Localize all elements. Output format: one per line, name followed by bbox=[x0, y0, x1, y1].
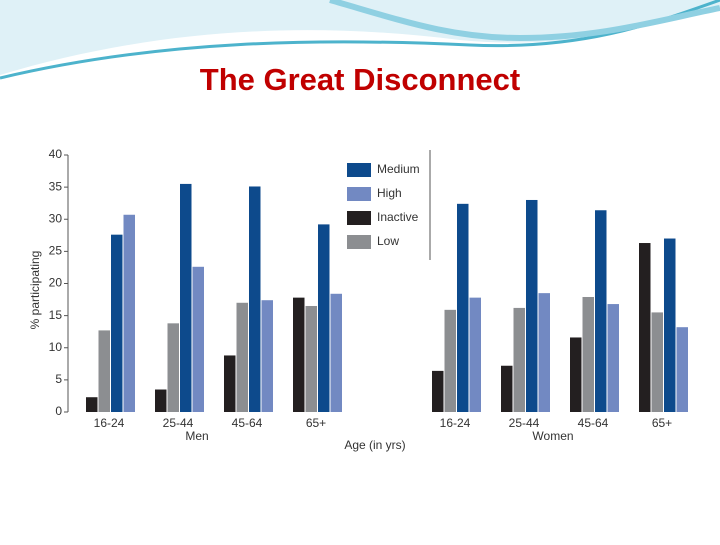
bar bbox=[432, 370, 444, 412]
wave-line bbox=[329, 0, 720, 42]
x-tick-label: 65+ bbox=[652, 416, 672, 430]
chart: 0 5 10 15 20 25 30 35 40 % participating Age (in y… bbox=[28, 147, 688, 452]
legend-label: Inactive bbox=[377, 210, 419, 224]
bar bbox=[513, 307, 525, 412]
x-tick-label: 16-24 bbox=[94, 416, 125, 430]
bar bbox=[582, 296, 594, 412]
y-tick-label: 15 bbox=[49, 308, 63, 322]
y-tick-label: 30 bbox=[49, 211, 63, 225]
bar bbox=[167, 323, 179, 412]
y-tick-label: 25 bbox=[49, 244, 63, 258]
bar bbox=[261, 300, 273, 412]
legend-label: High bbox=[377, 186, 402, 200]
bar bbox=[98, 330, 110, 412]
bar bbox=[293, 297, 305, 412]
bar bbox=[330, 293, 342, 412]
legend-label: Medium bbox=[377, 162, 420, 176]
bar bbox=[526, 199, 538, 412]
y-tick-label: 5 bbox=[55, 372, 62, 386]
slide-title: The Great Disconnect bbox=[200, 62, 520, 97]
legend-swatch bbox=[347, 187, 371, 201]
wave-decoration bbox=[0, 0, 720, 75]
bar bbox=[155, 389, 167, 412]
x-tick-label: 16-24 bbox=[440, 416, 471, 430]
bar bbox=[444, 309, 456, 412]
bar bbox=[639, 243, 651, 412]
legend-swatch bbox=[347, 235, 371, 249]
bar bbox=[305, 305, 317, 412]
bar bbox=[570, 337, 582, 412]
bar bbox=[538, 293, 550, 412]
bar bbox=[595, 210, 607, 412]
x-tick-label: 25-44 bbox=[163, 416, 194, 430]
y-tick-label: 10 bbox=[49, 340, 63, 354]
group-label: Men bbox=[185, 429, 208, 443]
y-tick-label: 35 bbox=[49, 179, 63, 193]
x-tick-label: 65+ bbox=[306, 416, 326, 430]
y-axis-label: % participating bbox=[28, 251, 42, 330]
legend-swatch bbox=[347, 211, 371, 225]
bar bbox=[111, 234, 123, 412]
bar bbox=[123, 214, 135, 412]
bar bbox=[224, 355, 236, 412]
x-tick-label: 45-64 bbox=[232, 416, 263, 430]
bar bbox=[457, 203, 469, 412]
bar bbox=[607, 304, 619, 412]
y-tick-label: 20 bbox=[49, 276, 63, 290]
x-tick-label: 25-44 bbox=[509, 416, 540, 430]
bar bbox=[676, 327, 688, 412]
bar bbox=[501, 365, 513, 412]
group-label: Women bbox=[532, 429, 573, 443]
legend-label: Low bbox=[377, 234, 399, 248]
bar bbox=[236, 302, 248, 412]
bar bbox=[180, 183, 192, 412]
bar bbox=[318, 224, 330, 412]
bar bbox=[469, 297, 481, 412]
bar bbox=[651, 312, 663, 412]
x-tick-label: 45-64 bbox=[578, 416, 609, 430]
bar bbox=[249, 186, 261, 412]
x-axis-label: Age (in yrs) bbox=[344, 438, 405, 452]
bar bbox=[664, 238, 676, 412]
y-tick-label: 40 bbox=[49, 147, 63, 161]
bar bbox=[192, 266, 204, 412]
legend-swatch bbox=[347, 163, 371, 177]
bar bbox=[86, 397, 98, 412]
y-tick-label: 0 bbox=[55, 404, 62, 418]
